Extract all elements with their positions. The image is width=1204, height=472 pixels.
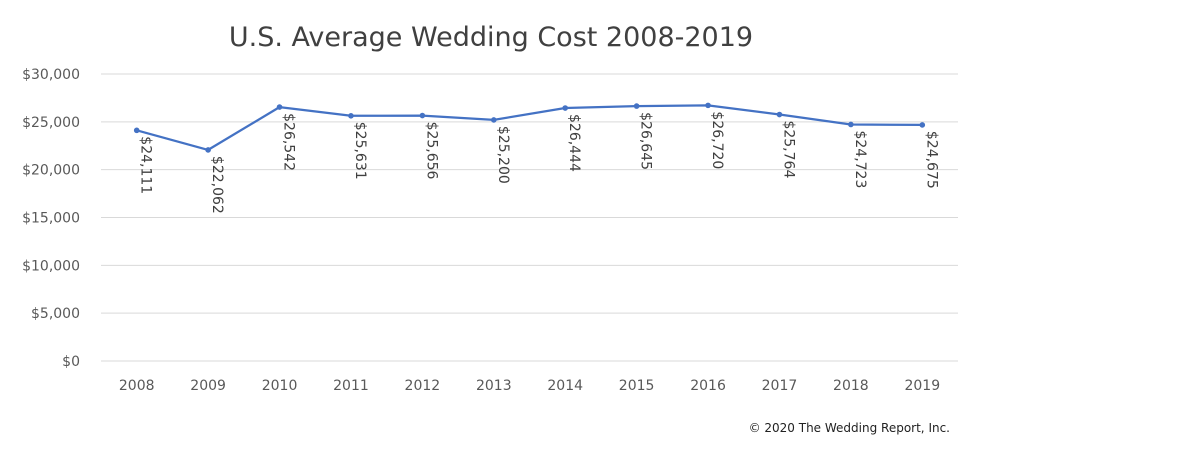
- data-point: [490, 117, 497, 123]
- x-tick-label: 2010: [262, 378, 298, 394]
- data-label: $25,631: [352, 122, 368, 180]
- gridlines: [101, 73, 958, 362]
- data-point: [133, 127, 140, 134]
- x-tick-label: 2011: [333, 378, 369, 394]
- data-label: $22,062: [209, 156, 225, 214]
- copyright-credit: © 2020 The Wedding Report, Inc.: [749, 421, 950, 435]
- y-tick-label: $15,000: [22, 211, 80, 227]
- data-label: $24,675: [923, 131, 939, 189]
- y-tick-label: $20,000: [22, 163, 80, 179]
- data-label: $26,444: [566, 114, 582, 172]
- data-point: [348, 112, 354, 119]
- x-tick-label: 2009: [190, 378, 226, 394]
- data-label: $26,542: [281, 113, 297, 171]
- x-tick-label: 2019: [904, 378, 940, 394]
- y-tick-label: $30,000: [22, 67, 80, 83]
- x-tick-label: 2015: [619, 378, 655, 394]
- data-point: [276, 104, 283, 110]
- data-point: [848, 121, 854, 128]
- data-label: $25,656: [423, 122, 439, 180]
- data-point: [205, 147, 211, 153]
- x-tick-label: 2014: [547, 378, 583, 394]
- x-tick-label: 2013: [476, 378, 512, 394]
- data-point: [705, 102, 711, 109]
- data-label: $25,764: [780, 120, 796, 178]
- data-point: [633, 103, 640, 109]
- x-tick-label: 2012: [405, 378, 441, 394]
- x-axis-tick-labels: 2008 2009 2010 2011 2012 2013 2014 2015 2016 2017…: [119, 378, 940, 394]
- y-tick-label: $0: [62, 354, 80, 370]
- y-axis-tick-labels: $0 $5,000 $10,000 $15,000 $20,000 $25,000 $30,…: [22, 67, 80, 370]
- y-tick-label: $5,000: [31, 306, 80, 322]
- chart-title: U.S. Average Wedding Cost 2008-2019: [229, 22, 753, 53]
- series-line: [136, 104, 923, 152]
- x-tick-label: 2017: [762, 378, 798, 394]
- data-label: $24,111: [138, 136, 154, 194]
- data-label: $26,645: [638, 112, 654, 170]
- series-wedding-cost: [133, 102, 926, 153]
- data-point: [562, 105, 569, 111]
- x-tick-label: 2018: [833, 378, 869, 394]
- y-tick-label: $25,000: [22, 115, 80, 131]
- data-point: [419, 112, 426, 119]
- data-labels: $24,111 $22,062 $26,542 $25,631 $25,656 $25,2…: [138, 111, 940, 213]
- data-label: $26,720: [709, 111, 725, 169]
- data-point: [776, 111, 783, 118]
- data-label: $25,200: [495, 126, 511, 184]
- data-label: $24,723: [852, 130, 868, 188]
- x-tick-label: 2008: [119, 378, 155, 394]
- data-point: [919, 122, 926, 128]
- x-tick-label: 2016: [690, 378, 726, 394]
- y-tick-label: $10,000: [22, 258, 80, 274]
